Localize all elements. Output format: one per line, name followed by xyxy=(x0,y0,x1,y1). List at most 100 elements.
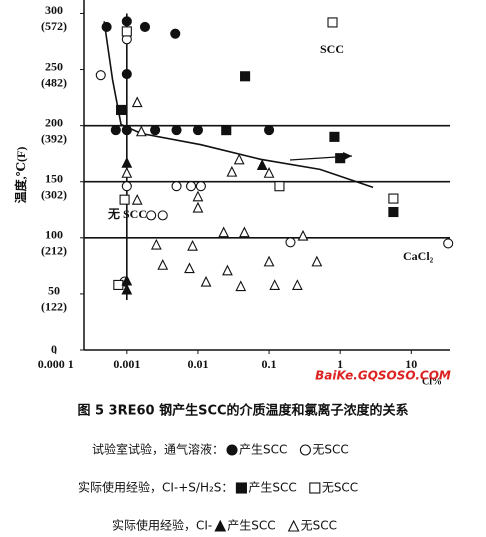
x-tick-label: 1 xyxy=(337,357,343,371)
marker xyxy=(184,262,195,274)
marker xyxy=(263,167,275,178)
y-tick-label: 250 xyxy=(45,59,63,73)
marker xyxy=(235,280,247,292)
marker xyxy=(110,125,121,136)
marker xyxy=(269,279,281,290)
legend-label: 无SCC xyxy=(301,519,337,533)
marker xyxy=(311,255,323,267)
marker xyxy=(309,482,321,494)
marker xyxy=(287,519,300,532)
marker xyxy=(264,125,275,136)
y-tick-label: 300 xyxy=(45,3,63,17)
marker xyxy=(139,21,151,32)
marker xyxy=(95,70,106,81)
marker xyxy=(192,125,203,136)
x-axis-label: Cl% xyxy=(422,376,442,387)
x-tick-label: 0.000 1 xyxy=(38,357,74,371)
marker xyxy=(157,210,168,221)
marker xyxy=(299,444,311,456)
marker xyxy=(214,519,227,532)
marker xyxy=(101,21,112,32)
x-tick-label: 0.1 xyxy=(262,357,277,371)
y-tick-label: 0 xyxy=(51,342,57,356)
legend-label: 无SCC xyxy=(322,481,358,495)
x-tick-label: 0.001 xyxy=(113,357,140,371)
arrow-head xyxy=(343,152,352,160)
marker xyxy=(185,181,197,192)
marker xyxy=(233,153,245,165)
marker xyxy=(240,71,251,82)
marker xyxy=(329,131,340,142)
marker xyxy=(192,201,204,213)
marker xyxy=(121,283,133,295)
marker xyxy=(150,238,162,250)
annotation: CaCl₂ xyxy=(403,249,434,263)
marker xyxy=(297,229,309,241)
marker xyxy=(121,167,133,178)
chart-title: 图 5 3RE60 钢产生SCC的介质温度和氯离子浓度的关系 xyxy=(77,403,408,419)
marker xyxy=(187,239,198,251)
marker xyxy=(121,16,132,27)
marker xyxy=(222,264,233,276)
y-tick-label: 50 xyxy=(48,284,60,298)
marker xyxy=(327,17,338,28)
marker xyxy=(192,190,204,202)
marker xyxy=(195,181,206,192)
legend-group-label: 实际使用经验，CI-+S/H₂S： xyxy=(78,480,233,495)
marker xyxy=(116,104,127,115)
marker xyxy=(388,193,399,204)
marker xyxy=(200,275,212,287)
y-tick-label: 150 xyxy=(45,171,63,185)
marker xyxy=(121,125,132,136)
legend-label: 产生SCC xyxy=(239,443,287,457)
y-tick-label: 100 xyxy=(45,228,63,242)
watermark: BaiKe.GQSOSO.COM xyxy=(315,369,451,383)
marker xyxy=(226,444,238,456)
marker xyxy=(221,125,232,136)
y-tick-label-f: (482) xyxy=(41,75,67,89)
boundary-curve xyxy=(103,21,374,189)
y-tick-label-f: (212) xyxy=(41,244,67,258)
marker xyxy=(263,255,275,267)
y-tick-label: 200 xyxy=(45,115,63,129)
marker xyxy=(291,279,303,290)
marker xyxy=(171,181,182,192)
marker xyxy=(285,237,296,248)
marker xyxy=(150,125,161,136)
marker xyxy=(274,181,285,192)
x-tick-label: 0.01 xyxy=(187,357,208,371)
marker xyxy=(256,159,268,170)
marker xyxy=(335,153,346,164)
marker xyxy=(121,26,132,37)
marker xyxy=(218,226,230,238)
marker xyxy=(170,28,181,39)
legend-label: 无SCC xyxy=(312,443,348,457)
annotation: SCC xyxy=(320,42,344,56)
marker xyxy=(171,125,182,136)
marker xyxy=(119,194,130,205)
marker xyxy=(121,181,132,192)
y-axis-label: 温度,℃(F) xyxy=(13,147,28,204)
marker xyxy=(226,165,238,177)
marker xyxy=(146,210,157,221)
legend-group-label: 实际使用经验，CI- xyxy=(112,518,212,533)
marker xyxy=(113,279,124,290)
marker xyxy=(131,96,143,108)
y-tick-label-f: (392) xyxy=(41,131,67,145)
legend-group-label: 试验室试验，通气溶液： xyxy=(92,442,224,457)
marker xyxy=(135,125,147,137)
marker xyxy=(131,193,143,205)
marker xyxy=(157,259,169,270)
y-tick-label-f: (302) xyxy=(41,187,67,201)
y-tick-label-f: (122) xyxy=(41,300,67,314)
marker xyxy=(388,206,399,218)
marker xyxy=(121,156,133,168)
x-tick-label: 10 xyxy=(405,357,417,371)
legend-label: 产生SCC xyxy=(227,519,275,533)
marker xyxy=(121,68,132,80)
marker xyxy=(443,238,454,249)
marker xyxy=(239,226,250,238)
y-tick-label-f: (572) xyxy=(41,19,67,33)
marker xyxy=(235,482,247,494)
